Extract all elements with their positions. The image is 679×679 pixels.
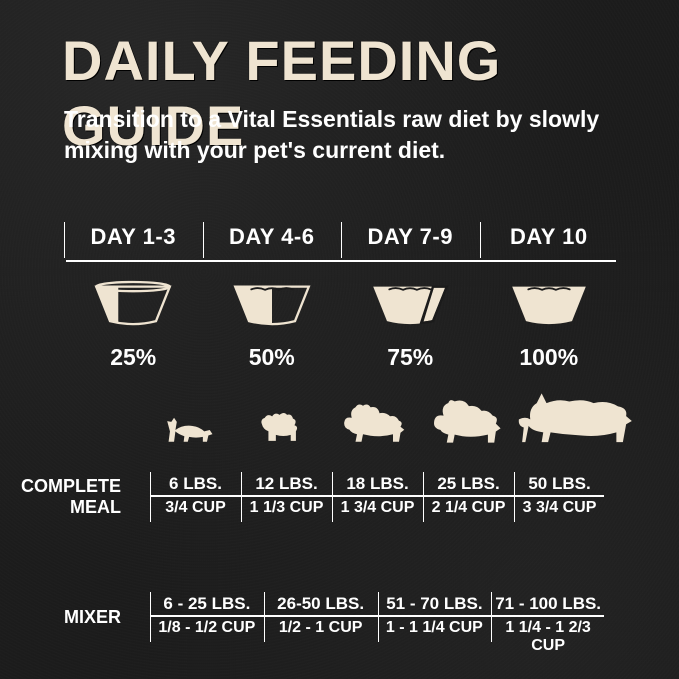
mix-weight-2: 51 - 70 LBS. bbox=[378, 592, 492, 614]
feeding-guide-page: DAILY FEEDING GUIDE Transition to a Vita… bbox=[0, 0, 679, 679]
cm-weight-2: 18 LBS. bbox=[332, 472, 423, 494]
dog-silhouette-row bbox=[150, 395, 673, 457]
dog-icon-xs bbox=[161, 404, 231, 452]
percent-label-2: 75% bbox=[341, 344, 480, 371]
cm-amount-3: 2 1/4 CUP bbox=[423, 499, 514, 517]
mix-col-3: 71 - 100 LBS. 1 1/4 - 1 2/3 CUP bbox=[491, 592, 605, 642]
day-table-divider-line bbox=[66, 260, 616, 262]
cm-col-0: 6 LBS. 3/4 CUP bbox=[150, 472, 241, 522]
cm-col-4: 50 LBS. 3 3/4 CUP bbox=[514, 472, 605, 522]
dog-icon-m bbox=[333, 394, 423, 452]
cm-amount-4: 3 3/4 CUP bbox=[514, 499, 605, 517]
day-label-3: DAY 10 bbox=[480, 222, 619, 250]
cm-weight-4: 50 LBS. bbox=[514, 472, 605, 494]
dog-icon-xl bbox=[514, 390, 644, 452]
dog-icon-wrap-4 bbox=[514, 390, 605, 457]
day-label-0: DAY 1-3 bbox=[64, 222, 203, 250]
mix-amount-2: 1 - 1 1/4 CUP bbox=[378, 619, 492, 637]
mix-amount-1: 1/2 - 1 CUP bbox=[264, 619, 378, 637]
mix-amount-0: 1/8 - 1/2 CUP bbox=[150, 619, 264, 637]
day-col-3: DAY 10 100% bbox=[480, 222, 619, 250]
bowl-wrap-0 bbox=[64, 277, 203, 338]
bowl-icon-50 bbox=[226, 277, 318, 333]
complete-meal-row-label: COMPLETE MEAL bbox=[25, 472, 135, 522]
mix-weight-0: 6 - 25 LBS. bbox=[150, 592, 264, 614]
day-feeding-table: DAY 1-3 25% DAY 4-6 bbox=[64, 222, 618, 372]
dog-icon-wrap-1 bbox=[241, 400, 332, 457]
day-label-1: DAY 4-6 bbox=[203, 222, 342, 250]
bowl-wrap-1 bbox=[203, 277, 342, 338]
cm-weight-0: 6 LBS. bbox=[150, 472, 241, 494]
cm-col-1: 12 LBS. 1 1/3 CUP bbox=[241, 472, 332, 522]
bowl-wrap-2 bbox=[341, 277, 480, 338]
dog-icon-wrap-0 bbox=[150, 404, 241, 457]
day-col-2: DAY 7-9 75% bbox=[341, 222, 480, 250]
mixer-row-label: MIXER bbox=[25, 592, 135, 642]
day-label-2: DAY 7-9 bbox=[341, 222, 480, 250]
day-col-0: DAY 1-3 25% bbox=[64, 222, 203, 250]
mix-amount-3: 1 1/4 - 1 2/3 CUP bbox=[491, 619, 605, 655]
cm-weight-3: 25 LBS. bbox=[423, 472, 514, 494]
dog-icon-l bbox=[423, 392, 518, 452]
day-col-1: DAY 4-6 50% bbox=[203, 222, 342, 250]
cm-col-3: 25 LBS. 2 1/4 CUP bbox=[423, 472, 514, 522]
cm-amount-2: 1 3/4 CUP bbox=[332, 499, 423, 517]
cm-amount-1: 1 1/3 CUP bbox=[241, 499, 332, 517]
page-subtitle: Transition to a Vital Essentials raw die… bbox=[64, 104, 624, 166]
dog-icon-wrap-2 bbox=[332, 394, 423, 457]
dog-icon-s bbox=[248, 400, 326, 452]
cm-weight-1: 12 LBS. bbox=[241, 472, 332, 494]
percent-label-1: 50% bbox=[203, 344, 342, 371]
percent-label-3: 100% bbox=[480, 344, 619, 371]
mix-weight-3: 71 - 100 LBS. bbox=[491, 592, 605, 614]
bowl-icon-100 bbox=[503, 277, 595, 333]
mixer-columns: 6 - 25 LBS. 1/8 - 1/2 CUP 26-50 LBS. 1/2… bbox=[150, 592, 605, 642]
mix-weight-1: 26-50 LBS. bbox=[264, 592, 378, 614]
mix-col-0: 6 - 25 LBS. 1/8 - 1/2 CUP bbox=[150, 592, 264, 642]
mix-col-1: 26-50 LBS. 1/2 - 1 CUP bbox=[264, 592, 378, 642]
dog-icon-wrap-3 bbox=[423, 392, 514, 457]
bowl-wrap-3 bbox=[480, 277, 619, 338]
percent-label-0: 25% bbox=[64, 344, 203, 371]
complete-meal-columns: 6 LBS. 3/4 CUP 12 LBS. 1 1/3 CUP 18 LBS.… bbox=[150, 472, 605, 522]
mix-col-2: 51 - 70 LBS. 1 - 1 1/4 CUP bbox=[378, 592, 492, 642]
bowl-icon-25 bbox=[87, 277, 179, 333]
cm-amount-0: 3/4 CUP bbox=[150, 499, 241, 517]
cm-col-2: 18 LBS. 1 3/4 CUP bbox=[332, 472, 423, 522]
bowl-icon-75 bbox=[364, 277, 456, 333]
